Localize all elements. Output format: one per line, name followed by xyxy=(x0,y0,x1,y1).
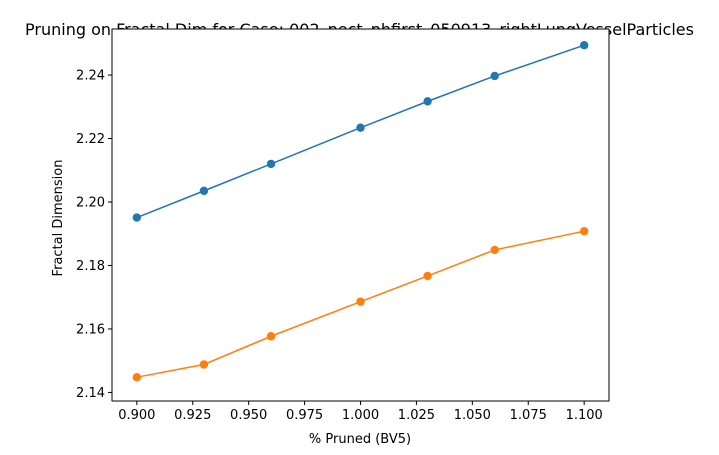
series-2-point xyxy=(132,372,142,382)
series-2-point xyxy=(490,245,499,255)
series-2-point xyxy=(423,271,432,281)
x-tick-label: 1.000 xyxy=(342,408,379,423)
x-tick-label: 0.975 xyxy=(286,408,323,423)
axes: 0.900 0.925 0.950 0.975 1.000 1.025 1.050 1.075… xyxy=(76,28,610,423)
series-1-point xyxy=(423,97,432,106)
plot-background xyxy=(112,29,609,401)
series-2-point xyxy=(356,297,365,306)
y-tick-label: 2.20 xyxy=(76,195,105,210)
series-1-point xyxy=(132,213,142,222)
y-tick-label: 2.14 xyxy=(76,386,105,401)
x-tick-label: 1.100 xyxy=(566,408,603,423)
x-tick-label: 0.925 xyxy=(174,408,211,423)
x-tick-label: 0.950 xyxy=(230,408,267,423)
x-tick-label: 1.050 xyxy=(454,408,491,423)
x-tick-label: 0.900 xyxy=(118,408,155,423)
series-1-point xyxy=(199,186,209,196)
plot-area xyxy=(112,29,609,401)
series-2-point xyxy=(266,332,276,341)
series-layer xyxy=(132,40,589,382)
x-axis-label: % Pruned (BV5) xyxy=(309,432,411,447)
y-tick-label: 2.18 xyxy=(76,259,105,274)
y-tick-label: 2.16 xyxy=(76,322,105,337)
x-tick-label: 1.075 xyxy=(510,408,547,423)
series-1-point xyxy=(356,123,365,132)
series-2-point xyxy=(199,360,209,369)
series-1-point xyxy=(579,40,589,50)
series-1-point xyxy=(266,159,276,169)
series-1-point xyxy=(490,71,499,81)
x-tick-label: 1.025 xyxy=(398,408,435,423)
y-axis-label: Fractal Dimension xyxy=(51,160,66,277)
y-tick-label: 2.22 xyxy=(76,132,105,147)
y-tick-label: 2.24 xyxy=(76,69,105,84)
series-2-point xyxy=(579,226,589,236)
